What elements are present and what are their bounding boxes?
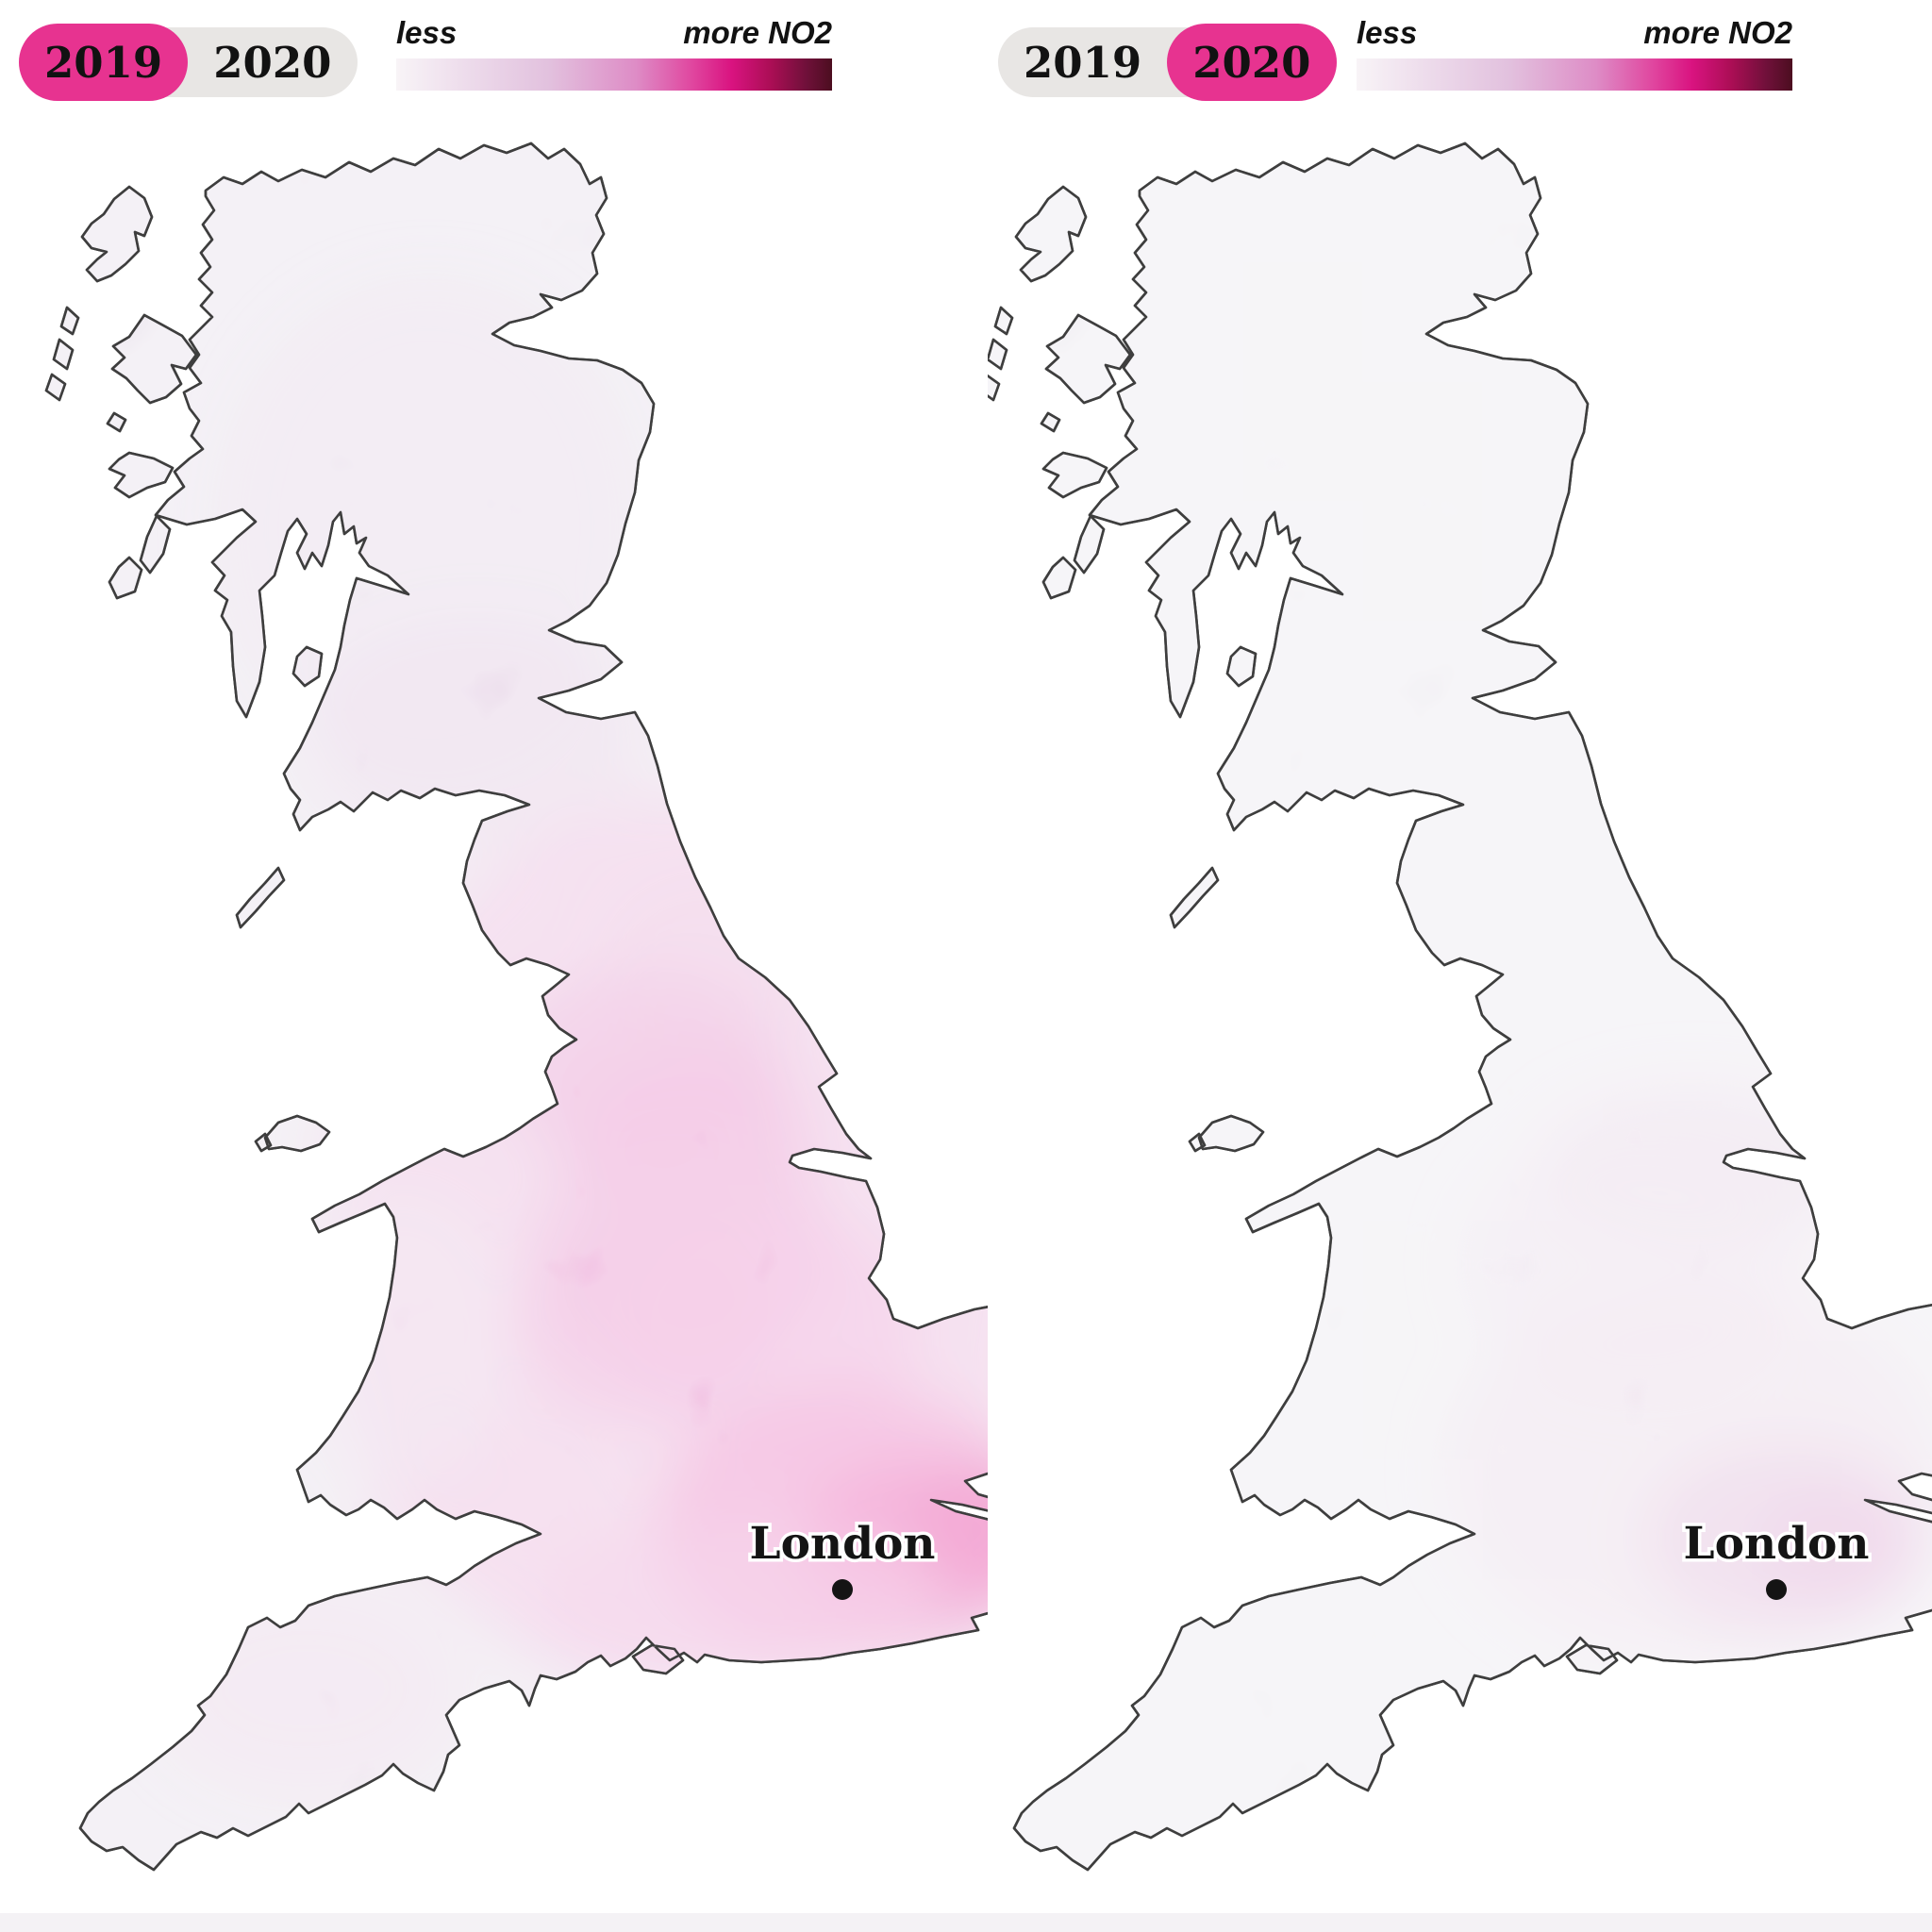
legend-less-label: less (396, 15, 458, 50)
uk-no2-map-2019: London (44, 142, 988, 1872)
no2-legend-left: less more NO2 (396, 15, 832, 91)
toggle-option-2019[interactable]: 2019 (1024, 37, 1142, 88)
legend-more-label: more NO2 (1643, 15, 1792, 50)
london-dot (832, 1579, 853, 1600)
toggle-option-2019[interactable]: 2019 (19, 24, 189, 101)
legend-gradient-bar (1357, 58, 1792, 91)
no2-heat-layer-2020 (988, 143, 1932, 1870)
year-toggle-2019-panel: 2019 2020 (19, 24, 358, 101)
toggle-option-2020[interactable]: 2020 (213, 37, 332, 88)
legend-less-label: less (1357, 15, 1418, 50)
no2-legend-right: less more NO2 (1357, 15, 1792, 91)
bottom-strip (0, 1913, 1932, 1932)
london-label: London (1684, 1518, 1870, 1570)
watercolor-texture (988, 143, 1932, 1870)
panel-2020: London (988, 0, 1932, 1932)
legend-more-label: more NO2 (683, 15, 832, 50)
london-dot (1766, 1579, 1787, 1600)
no2-heat-layer-2019 (46, 143, 988, 1870)
watercolor-texture (46, 143, 988, 1870)
london-label: London (750, 1518, 936, 1570)
year-toggle-2020-panel: 2019 2020 (998, 24, 1337, 101)
legend-gradient-bar (396, 58, 832, 91)
uk-no2-map-2020: London (988, 142, 1932, 1872)
panel-2019: London (44, 142, 988, 1872)
toggle-option-2020[interactable]: 2020 (1167, 24, 1337, 101)
